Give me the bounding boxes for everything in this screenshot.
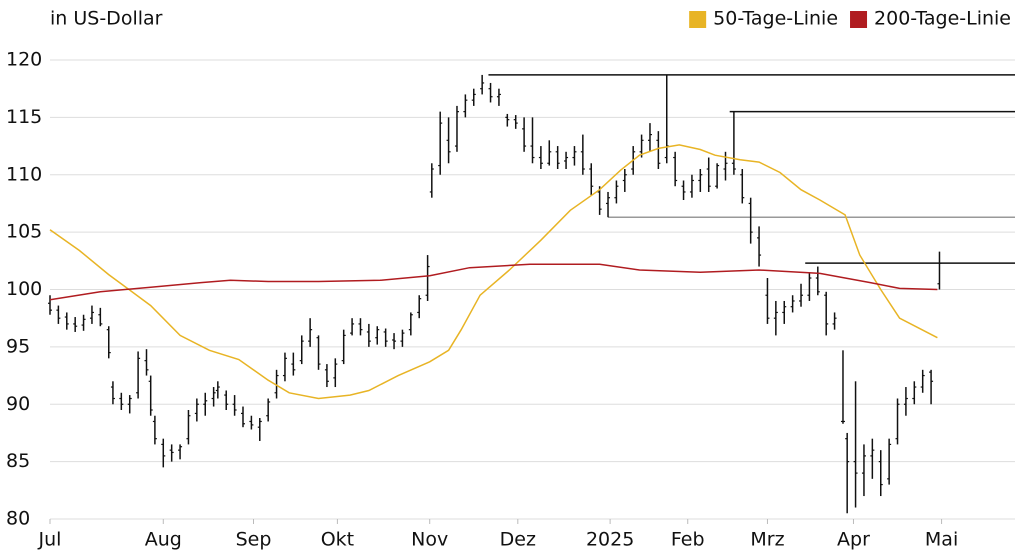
x-tick-label: Mrz (750, 529, 784, 551)
x-tick-label: Mai (925, 529, 958, 551)
y-tick-label: 105 (6, 221, 42, 243)
legend-label: 50-Tage-Linie (713, 8, 838, 30)
x-tick-label: Feb (671, 529, 705, 551)
y-tick-label: 100 (6, 278, 42, 300)
x-tick-label: 2025 (586, 529, 634, 551)
x-tick-label: Jul (38, 529, 62, 551)
x-tick-label: Nov (411, 529, 448, 551)
x-tick-label: Sep (236, 529, 272, 551)
y-tick-label: 80 (6, 508, 30, 530)
moving-average (49, 144, 938, 400)
legend-swatch (850, 11, 868, 28)
x-tick-label: Dez (500, 529, 536, 551)
x-tick-label: Okt (321, 529, 354, 551)
unit-label: in US-Dollar (50, 8, 163, 30)
x-tick-label: Apr (837, 529, 870, 551)
moving-average (49, 263, 938, 301)
x-tick-label: Aug (145, 529, 182, 551)
y-tick-label: 85 (6, 450, 30, 472)
y-tick-label: 90 (6, 393, 30, 415)
y-tick-label: 95 (6, 335, 30, 357)
legend-label: 200-Tage-Linie (874, 8, 1011, 30)
legend-swatch (689, 11, 707, 28)
y-tick-label: 110 (6, 163, 42, 185)
y-tick-label: 120 (6, 49, 42, 71)
y-tick-label: 115 (6, 106, 42, 128)
